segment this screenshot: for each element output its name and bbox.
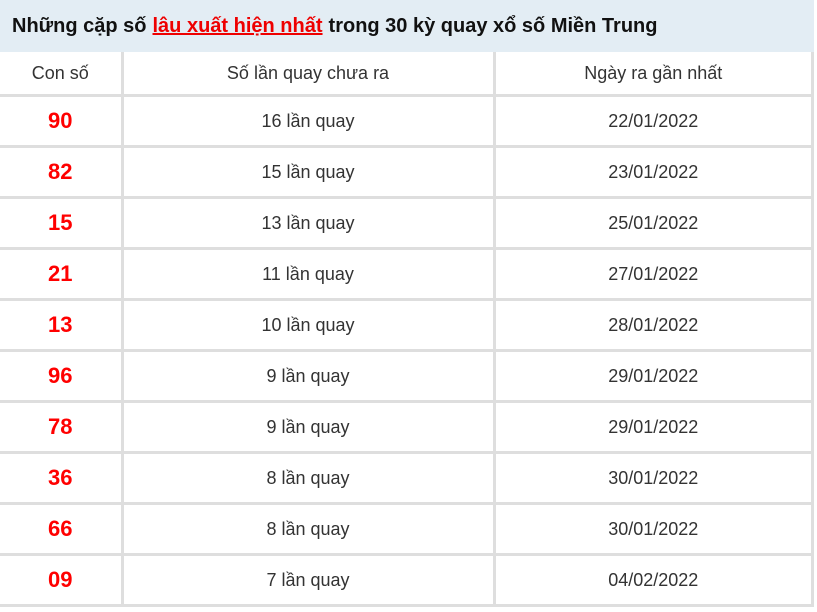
title-suffix: trong 30 kỳ quay xổ số Miền Trung bbox=[328, 14, 658, 37]
cell-count: 8 lần quay bbox=[120, 502, 496, 556]
cell-date: 04/02/2022 bbox=[492, 553, 814, 607]
cell-count: 9 lần quay bbox=[120, 400, 496, 454]
header-number: Con số bbox=[0, 52, 124, 97]
cell-number: 21 bbox=[0, 247, 124, 301]
title-prefix: Những cặp số bbox=[12, 14, 147, 37]
cell-number: 15 bbox=[0, 196, 124, 250]
table-row: 90 16 lần quay 22/01/2022 bbox=[0, 94, 814, 148]
table-row: 36 8 lần quay 30/01/2022 bbox=[0, 451, 814, 505]
table-row: 96 9 lần quay 29/01/2022 bbox=[0, 349, 814, 403]
table-row: 09 7 lần quay 04/02/2022 bbox=[0, 553, 814, 607]
cell-date: 29/01/2022 bbox=[492, 349, 814, 403]
header-count: Số lần quay chưa ra bbox=[120, 52, 496, 97]
cell-count: 16 lần quay bbox=[120, 94, 496, 148]
cell-count: 11 lần quay bbox=[120, 247, 496, 301]
cell-number: 78 bbox=[0, 400, 124, 454]
table-row: 82 15 lần quay 23/01/2022 bbox=[0, 145, 814, 199]
cell-date: 30/01/2022 bbox=[492, 502, 814, 556]
cell-count: 10 lần quay bbox=[120, 298, 496, 352]
cell-number: 36 bbox=[0, 451, 124, 505]
cell-date: 27/01/2022 bbox=[492, 247, 814, 301]
cell-number: 09 bbox=[0, 553, 124, 607]
table-header-row: Con số Số lần quay chưa ra Ngày ra gần n… bbox=[0, 52, 814, 97]
cell-date: 28/01/2022 bbox=[492, 298, 814, 352]
cell-count: 8 lần quay bbox=[120, 451, 496, 505]
header-date: Ngày ra gần nhất bbox=[492, 52, 814, 97]
cell-date: 22/01/2022 bbox=[492, 94, 814, 148]
title-link[interactable]: lâu xuất hiện nhất bbox=[152, 14, 323, 37]
cell-number: 90 bbox=[0, 94, 124, 148]
cell-date: 25/01/2022 bbox=[492, 196, 814, 250]
cell-count: 7 lần quay bbox=[120, 553, 496, 607]
table-row: 66 8 lần quay 30/01/2022 bbox=[0, 502, 814, 556]
table-row: 78 9 lần quay 29/01/2022 bbox=[0, 400, 814, 454]
cell-date: 23/01/2022 bbox=[492, 145, 814, 199]
cell-count: 13 lần quay bbox=[120, 196, 496, 250]
cell-date: 30/01/2022 bbox=[492, 451, 814, 505]
table-row: 13 10 lần quay 28/01/2022 bbox=[0, 298, 814, 352]
cell-number: 13 bbox=[0, 298, 124, 352]
page-title: Những cặp số lâu xuất hiện nhất trong 30… bbox=[0, 0, 814, 52]
cell-number: 66 bbox=[0, 502, 124, 556]
cell-number: 82 bbox=[0, 145, 124, 199]
cell-count: 9 lần quay bbox=[120, 349, 496, 403]
cell-number: 96 bbox=[0, 349, 124, 403]
table-row: 21 11 lần quay 27/01/2022 bbox=[0, 247, 814, 301]
cell-count: 15 lần quay bbox=[120, 145, 496, 199]
table-row: 15 13 lần quay 25/01/2022 bbox=[0, 196, 814, 250]
cell-date: 29/01/2022 bbox=[492, 400, 814, 454]
results-table: Con số Số lần quay chưa ra Ngày ra gần n… bbox=[0, 52, 814, 607]
